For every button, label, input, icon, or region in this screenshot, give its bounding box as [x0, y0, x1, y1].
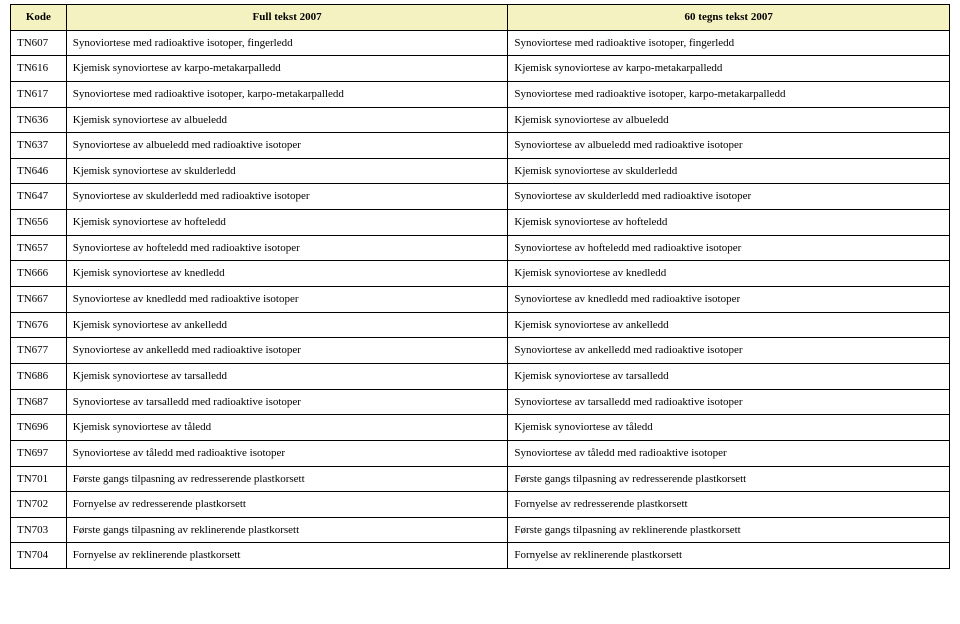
- table-row: TN666Kjemisk synoviortese av knedleddKje…: [11, 261, 950, 287]
- table-row: TN646Kjemisk synoviortese av skulderledd…: [11, 158, 950, 184]
- table-row: TN667Synoviortese av knedledd med radioa…: [11, 287, 950, 313]
- cell-short: Synoviortese med radioaktive isotoper, k…: [508, 81, 950, 107]
- cell-short: Kjemisk synoviortese av knedledd: [508, 261, 950, 287]
- cell-short: Første gangs tilpasning av redresserende…: [508, 466, 950, 492]
- codes-table: Kode Full tekst 2007 60 tegns tekst 2007…: [10, 4, 950, 569]
- cell-short: Kjemisk synoviortese av hofteledd: [508, 210, 950, 236]
- cell-kode: TN687: [11, 389, 67, 415]
- table-row: TN677Synoviortese av ankelledd med radio…: [11, 338, 950, 364]
- cell-full: Synoviortese med radioaktive isotoper, k…: [66, 81, 508, 107]
- table-body: TN607Synoviortese med radioaktive isotop…: [11, 30, 950, 568]
- cell-short: Kjemisk synoviortese av ankelledd: [508, 312, 950, 338]
- cell-kode: TN616: [11, 56, 67, 82]
- cell-kode: TN703: [11, 517, 67, 543]
- cell-full: Synoviortese av albueledd med radioaktiv…: [66, 133, 508, 159]
- cell-kode: TN636: [11, 107, 67, 133]
- cell-kode: TN637: [11, 133, 67, 159]
- cell-full: Kjemisk synoviortese av hofteledd: [66, 210, 508, 236]
- cell-kode: TN607: [11, 30, 67, 56]
- table-row: TN701Første gangs tilpasning av redresse…: [11, 466, 950, 492]
- table-row: TN636Kjemisk synoviortese av albueleddKj…: [11, 107, 950, 133]
- cell-short: Kjemisk synoviortese av tåledd: [508, 415, 950, 441]
- cell-full: Fornyelse av reklinerende plastkorsett: [66, 543, 508, 569]
- cell-short: Synoviortese av knedledd med radioaktive…: [508, 287, 950, 313]
- cell-kode: TN646: [11, 158, 67, 184]
- table-header: Kode Full tekst 2007 60 tegns tekst 2007: [11, 5, 950, 31]
- cell-full: Synoviortese av tarsalledd med radioakti…: [66, 389, 508, 415]
- cell-full: Kjemisk synoviortese av ankelledd: [66, 312, 508, 338]
- cell-kode: TN704: [11, 543, 67, 569]
- cell-full: Kjemisk synoviortese av albueledd: [66, 107, 508, 133]
- cell-short: Synoviortese av albueledd med radioaktiv…: [508, 133, 950, 159]
- cell-short: Synoviortese med radioaktive isotoper, f…: [508, 30, 950, 56]
- table-row: TN696Kjemisk synoviortese av tåleddKjemi…: [11, 415, 950, 441]
- cell-short: Kjemisk synoviortese av tarsalledd: [508, 363, 950, 389]
- cell-kode: TN656: [11, 210, 67, 236]
- cell-full: Synoviortese av hofteledd med radioaktiv…: [66, 235, 508, 261]
- cell-kode: TN697: [11, 440, 67, 466]
- cell-kode: TN657: [11, 235, 67, 261]
- cell-full: Kjemisk synoviortese av skulderledd: [66, 158, 508, 184]
- cell-kode: TN701: [11, 466, 67, 492]
- table-row: TN657Synoviortese av hofteledd med radio…: [11, 235, 950, 261]
- cell-kode: TN647: [11, 184, 67, 210]
- col-kode-header: Kode: [11, 5, 67, 31]
- col-short-header: 60 tegns tekst 2007: [508, 5, 950, 31]
- cell-short: Fornyelse av redresserende plastkorsett: [508, 492, 950, 518]
- table-row: TN607Synoviortese med radioaktive isotop…: [11, 30, 950, 56]
- cell-short: Synoviortese av tarsalledd med radioakti…: [508, 389, 950, 415]
- cell-kode: TN677: [11, 338, 67, 364]
- cell-full: Første gangs tilpasning av reklinerende …: [66, 517, 508, 543]
- cell-full: Synoviortese med radioaktive isotoper, f…: [66, 30, 508, 56]
- table-row: TN703Første gangs tilpasning av rekliner…: [11, 517, 950, 543]
- cell-full: Synoviortese av knedledd med radioaktive…: [66, 287, 508, 313]
- cell-kode: TN702: [11, 492, 67, 518]
- cell-full: Kjemisk synoviortese av karpo-metakarpal…: [66, 56, 508, 82]
- table-row: TN697Synoviortese av tåledd med radioakt…: [11, 440, 950, 466]
- cell-short: Synoviortese av ankelledd med radioaktiv…: [508, 338, 950, 364]
- cell-full: Fornyelse av redresserende plastkorsett: [66, 492, 508, 518]
- cell-full: Synoviortese av skulderledd med radioakt…: [66, 184, 508, 210]
- cell-kode: TN667: [11, 287, 67, 313]
- table-row: TN687Synoviortese av tarsalledd med radi…: [11, 389, 950, 415]
- table-row: TN617Synoviortese med radioaktive isotop…: [11, 81, 950, 107]
- table-row: TN676Kjemisk synoviortese av ankelleddKj…: [11, 312, 950, 338]
- col-full-header: Full tekst 2007: [66, 5, 508, 31]
- table-row: TN702Fornyelse av redresserende plastkor…: [11, 492, 950, 518]
- table-row: TN686Kjemisk synoviortese av tarsalleddK…: [11, 363, 950, 389]
- cell-short: Kjemisk synoviortese av albueledd: [508, 107, 950, 133]
- cell-full: Kjemisk synoviortese av tåledd: [66, 415, 508, 441]
- cell-short: Synoviortese av tåledd med radioaktive i…: [508, 440, 950, 466]
- cell-full: Kjemisk synoviortese av knedledd: [66, 261, 508, 287]
- table-row: TN647Synoviortese av skulderledd med rad…: [11, 184, 950, 210]
- cell-short: Kjemisk synoviortese av karpo-metakarpal…: [508, 56, 950, 82]
- cell-kode: TN617: [11, 81, 67, 107]
- cell-short: Første gangs tilpasning av reklinerende …: [508, 517, 950, 543]
- table-row: TN656Kjemisk synoviortese av hofteleddKj…: [11, 210, 950, 236]
- cell-kode: TN666: [11, 261, 67, 287]
- cell-full: Synoviortese av ankelledd med radioaktiv…: [66, 338, 508, 364]
- cell-short: Synoviortese av skulderledd med radioakt…: [508, 184, 950, 210]
- cell-full: Første gangs tilpasning av redresserende…: [66, 466, 508, 492]
- cell-kode: TN686: [11, 363, 67, 389]
- table-row: TN616Kjemisk synoviortese av karpo-metak…: [11, 56, 950, 82]
- cell-short: Kjemisk synoviortese av skulderledd: [508, 158, 950, 184]
- cell-kode: TN696: [11, 415, 67, 441]
- table-row: TN704Fornyelse av reklinerende plastkors…: [11, 543, 950, 569]
- table-row: TN637Synoviortese av albueledd med radio…: [11, 133, 950, 159]
- cell-short: Synoviortese av hofteledd med radioaktiv…: [508, 235, 950, 261]
- cell-short: Fornyelse av reklinerende plastkorsett: [508, 543, 950, 569]
- cell-full: Kjemisk synoviortese av tarsalledd: [66, 363, 508, 389]
- cell-full: Synoviortese av tåledd med radioaktive i…: [66, 440, 508, 466]
- cell-kode: TN676: [11, 312, 67, 338]
